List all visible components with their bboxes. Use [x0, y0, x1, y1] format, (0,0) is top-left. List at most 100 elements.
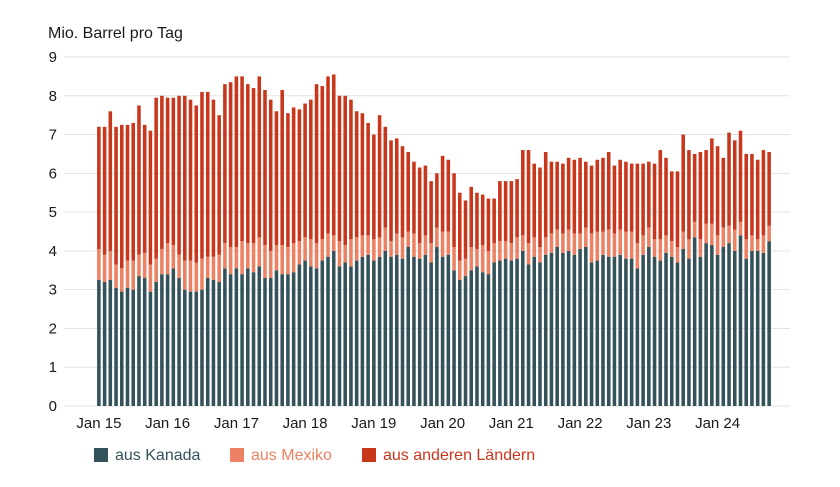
- bar-kanada: [337, 266, 342, 406]
- bar-mexiko: [435, 227, 439, 248]
- bar-andere: [240, 76, 244, 242]
- bar-mexiko: [177, 254, 181, 279]
- bar-andere: [320, 86, 325, 240]
- bar-kanada: [555, 247, 559, 406]
- bar-mexiko: [120, 268, 124, 292]
- bar-mexiko: [142, 252, 147, 279]
- bar-andere: [521, 150, 525, 236]
- bar-andere: [217, 115, 221, 255]
- bar-mexiko: [246, 243, 250, 269]
- bar-andere: [171, 97, 176, 246]
- bar-andere: [526, 150, 531, 244]
- bar-kanada: [412, 256, 416, 406]
- bar-andere: [727, 132, 731, 226]
- bar-mexiko: [280, 245, 284, 275]
- bar-mexiko: [475, 248, 479, 267]
- bar-andere: [286, 113, 290, 248]
- bar-kanada: [349, 266, 353, 406]
- bar-andere: [692, 153, 697, 222]
- x-tick-label: Jan 17: [214, 415, 259, 432]
- bar-kanada: [394, 254, 399, 406]
- bar-mexiko: [211, 256, 216, 280]
- bar-kanada: [727, 243, 731, 406]
- bar-kanada: [612, 256, 617, 406]
- bar-mexiko: [446, 231, 451, 255]
- bar-andere: [354, 111, 359, 238]
- bar-andere: [532, 163, 537, 238]
- bar-kanada: [125, 287, 130, 406]
- bar-kanada: [503, 258, 508, 406]
- bar-andere: [263, 89, 267, 246]
- bar-andere: [251, 88, 256, 244]
- bar-kanada: [480, 272, 485, 406]
- bar-andere: [154, 97, 158, 259]
- bar-mexiko: [165, 243, 170, 275]
- bar-mexiko: [566, 229, 571, 251]
- bar-kanada: [120, 291, 124, 406]
- bar-kanada: [658, 260, 663, 406]
- bar-kanada: [469, 270, 474, 406]
- x-tick-label: Jan 16: [145, 415, 190, 432]
- bar-mexiko: [658, 239, 663, 261]
- bar-andere: [675, 171, 680, 248]
- bar-kanada: [675, 262, 680, 406]
- bar-andere: [200, 91, 204, 259]
- bar-andere: [125, 124, 130, 261]
- bar-kanada: [142, 278, 147, 406]
- bar-andere: [549, 161, 554, 234]
- bar-kanada: [291, 272, 296, 406]
- bar-mexiko: [97, 248, 101, 280]
- bar-mexiko: [755, 239, 760, 251]
- bar-andere: [475, 192, 479, 249]
- bar-mexiko: [744, 239, 748, 259]
- x-tick-label: Jan 20: [420, 415, 465, 432]
- bar-kanada: [738, 235, 743, 406]
- bar-andere: [246, 84, 250, 244]
- bar-mexiko: [612, 233, 617, 257]
- bar-kanada: [589, 262, 594, 406]
- bar-andere: [498, 181, 502, 242]
- y-axis-label: Mio. Barrel pro Tag: [48, 25, 183, 42]
- bar-kanada: [584, 247, 588, 406]
- bar-mexiko: [268, 250, 273, 279]
- bar-andere: [624, 161, 628, 232]
- bar-kanada: [246, 268, 250, 406]
- bar-mexiko: [675, 247, 680, 263]
- bar-mexiko: [400, 237, 405, 259]
- bar-andere: [417, 167, 422, 244]
- bar-kanada: [429, 262, 433, 406]
- bar-kanada: [549, 252, 554, 406]
- bar-kanada: [475, 266, 479, 406]
- bar-andere: [205, 91, 210, 257]
- bar-kanada: [154, 281, 158, 406]
- bar-andere: [687, 150, 691, 240]
- bar-mexiko: [549, 233, 554, 253]
- bar-kanada: [200, 289, 204, 406]
- bar-mexiko: [526, 243, 531, 265]
- bar-mexiko: [257, 237, 262, 267]
- bar-mexiko: [503, 241, 508, 259]
- bar-andere: [435, 173, 439, 228]
- bar-mexiko: [372, 239, 376, 261]
- bar-andere: [223, 84, 227, 244]
- bar-mexiko: [521, 235, 525, 251]
- bar-mexiko: [194, 262, 199, 292]
- bar-andere: [440, 155, 445, 232]
- bar-mexiko: [480, 245, 485, 273]
- bar-kanada: [692, 237, 697, 406]
- bar-kanada: [704, 243, 708, 406]
- bar-kanada: [761, 252, 766, 406]
- bar-kanada: [314, 268, 319, 406]
- bar-andere: [389, 140, 393, 242]
- bar-andere: [394, 138, 399, 234]
- bar-andere: [486, 198, 491, 251]
- bar-mexiko: [423, 235, 428, 255]
- bar-mexiko: [721, 227, 726, 248]
- bar-kanada: [486, 274, 491, 406]
- bar-mexiko: [360, 235, 365, 257]
- bar-mexiko: [652, 239, 657, 257]
- bar-mexiko: [200, 258, 204, 290]
- bar-mexiko: [698, 239, 703, 257]
- bar-kanada: [309, 266, 313, 406]
- bar-kanada: [618, 254, 622, 406]
